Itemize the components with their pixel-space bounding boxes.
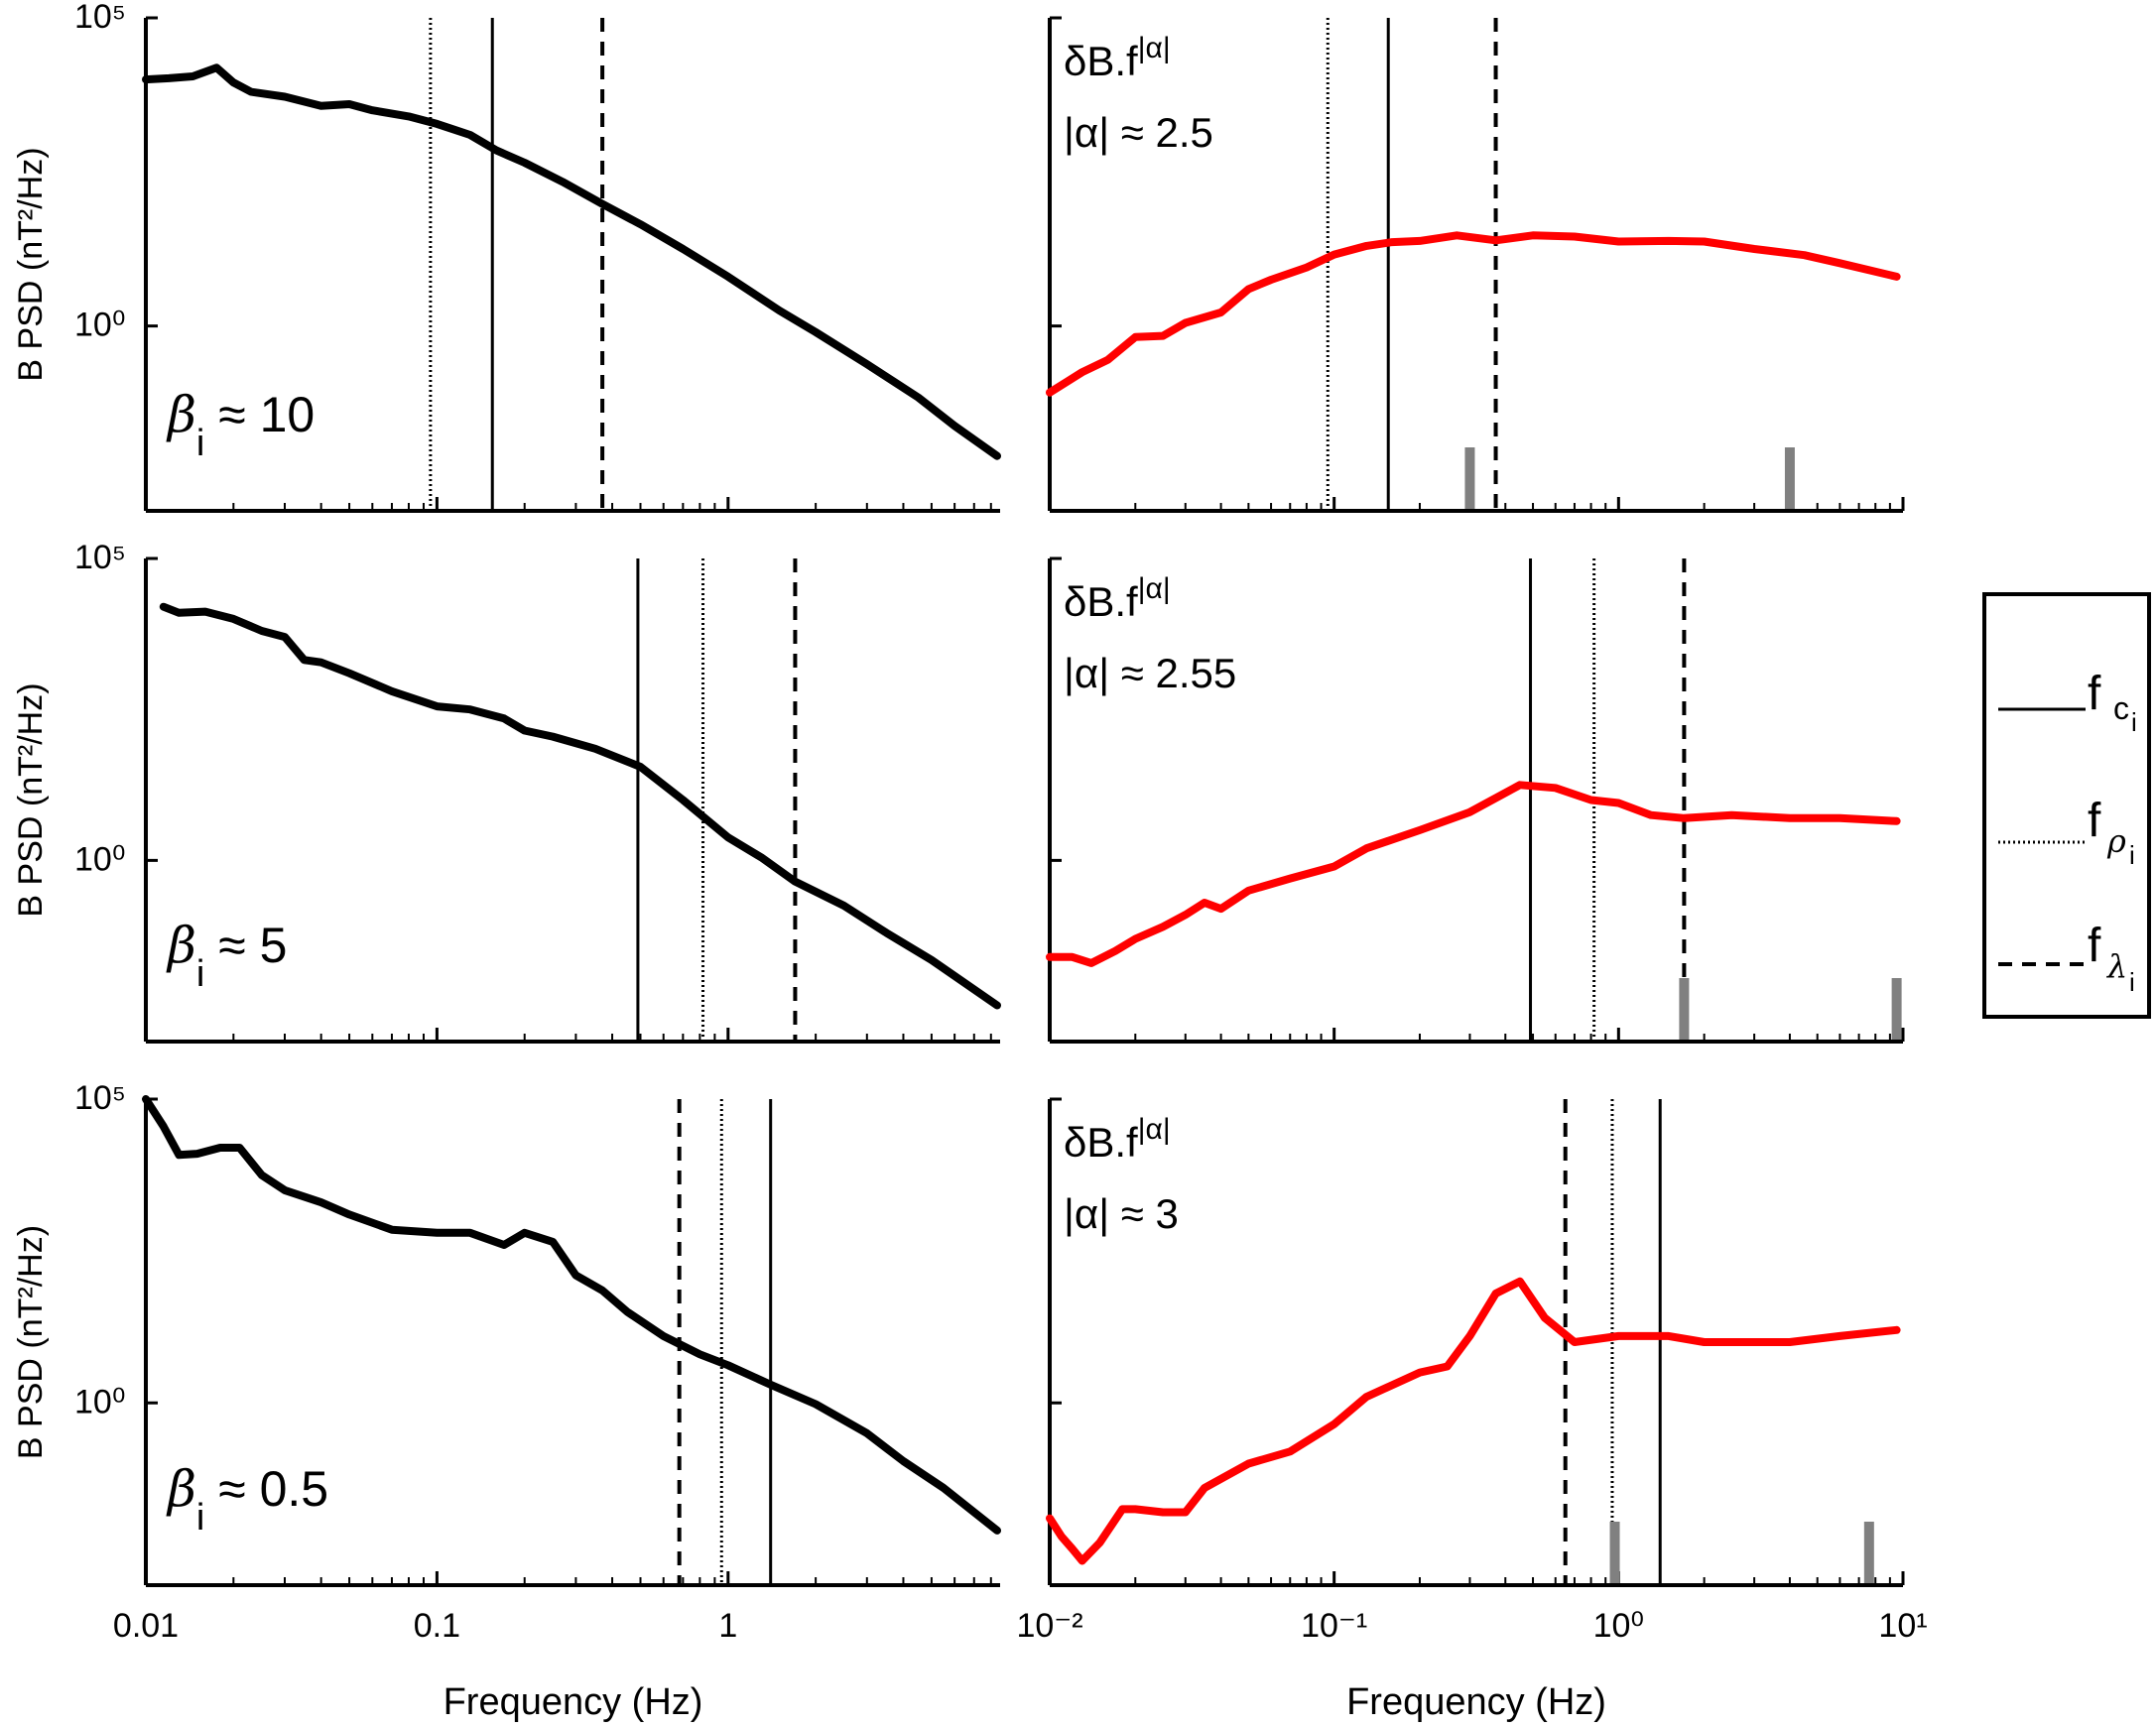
- compensation-label: δB.f|α|: [1064, 572, 1171, 625]
- x-axis-label: Frequency (Hz): [444, 1681, 703, 1723]
- y-axis-label: B PSD (nT²/Hz): [12, 147, 50, 381]
- series-line: [1046, 231, 1901, 397]
- legend: f c i f ρ i f λ i: [1982, 592, 2151, 1019]
- legend-label: f: [2088, 668, 2101, 720]
- legend-subscript: c: [2113, 690, 2129, 726]
- legend-subsubscript: i: [2129, 840, 2135, 870]
- y-axis-label: B PSD (nT²/Hz): [12, 1225, 50, 1459]
- x-tick-label: 10⁰: [1593, 1607, 1644, 1645]
- panel-row2-right: δB.f|α| |α| ≈ 2.55: [1046, 556, 1905, 1044]
- legend-label: f: [2088, 795, 2101, 847]
- legend-subsubscript: i: [2129, 967, 2135, 997]
- y-axis-label: B PSD (nT²/Hz): [12, 682, 50, 917]
- series-line: [142, 63, 1001, 460]
- alpha-annotation: |α| ≈ 3: [1064, 1190, 1179, 1237]
- y-tick-label: 10⁰: [74, 307, 125, 344]
- panel-row1-right: δB.f|α| |α| ≈ 2.5: [1046, 16, 1905, 513]
- compensation-label: δB.f|α|: [1064, 1113, 1171, 1166]
- legend-label: f: [2088, 920, 2101, 972]
- compensation-label: δB.f|α|: [1064, 32, 1171, 84]
- legend-item-fci: f c i: [1998, 668, 2137, 737]
- beta-annotation: βi ≈ 0.5: [166, 1460, 328, 1539]
- panel-row3-right: 10⁻² 10⁻¹ 10⁰ 10¹ Frequency (Hz) δB.f|α| |α| ≈…: [1016, 1097, 1928, 1723]
- panel-row1-left: 10⁵ 10⁰ B PSD (nT²/Hz) βi ≈ 10: [12, 0, 1001, 513]
- series-line: [1046, 781, 1901, 967]
- alpha-annotation: |α| ≈ 2.55: [1064, 650, 1236, 696]
- legend-item-frho: f ρ i: [1998, 795, 2135, 870]
- x-tick-label: 0.01: [113, 1607, 179, 1645]
- panel-row3-left: 10⁵ 10⁰ B PSD (nT²/Hz) 0.01 0.1 1 Frequency (H…: [12, 1079, 1001, 1723]
- y-tick-label: 10⁰: [74, 840, 125, 878]
- y-tick-label: 10⁵: [74, 1079, 126, 1117]
- panel-row2-left: 10⁵ 10⁰ B PSD (nT²/Hz) βi ≈ 5: [12, 539, 1001, 1044]
- beta-annotation: βi ≈ 5: [166, 917, 287, 995]
- series-line: [1046, 1277, 1901, 1565]
- alpha-annotation: |α| ≈ 2.5: [1064, 109, 1213, 156]
- legend-subscript: ρ: [2106, 822, 2126, 860]
- x-tick-label: 1: [718, 1607, 737, 1645]
- y-tick-label: 10⁵: [74, 539, 126, 576]
- beta-annotation: βi ≈ 10: [166, 386, 315, 464]
- x-tick-label: 10⁻¹: [1301, 1607, 1367, 1645]
- x-tick-label: 0.1: [414, 1607, 460, 1645]
- y-tick-label: 10⁰: [74, 1383, 125, 1420]
- x-axis-label: Frequency (Hz): [1346, 1681, 1606, 1723]
- legend-subscript: λ: [2105, 947, 2127, 985]
- series-line: [142, 1095, 1001, 1535]
- legend-item-flambda: f λ i: [1998, 920, 2135, 997]
- legend-subsubscript: i: [2131, 707, 2137, 737]
- series-line: [159, 602, 1001, 1010]
- x-tick-label: 10⁻²: [1016, 1607, 1082, 1645]
- x-tick-label: 10¹: [1878, 1607, 1927, 1645]
- y-tick-label: 10⁵: [74, 0, 126, 36]
